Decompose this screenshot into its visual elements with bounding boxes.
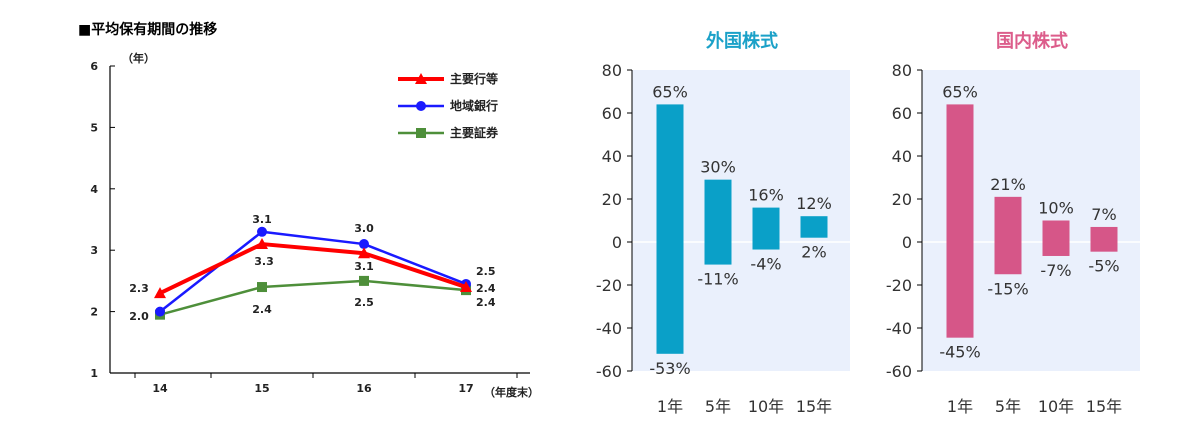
- low-value-label: -45%: [939, 343, 980, 362]
- y-tick-label: 0: [612, 233, 622, 252]
- legend-marker-主要行等: [415, 73, 427, 84]
- y-tick-label: 60: [892, 104, 912, 123]
- high-value-label: 12%: [796, 194, 832, 213]
- legend-label-主要行等: 主要行等: [450, 71, 498, 86]
- range-bar: [1090, 226, 1118, 252]
- category-label: 10年: [1038, 397, 1074, 416]
- low-value-label: -4%: [750, 255, 781, 274]
- data-label-地域銀行: 2.0: [129, 310, 149, 323]
- data-label-主要証券: 2.4: [476, 296, 496, 309]
- y-tick-label: 20: [602, 190, 622, 209]
- x-tick-label: 14: [152, 382, 168, 395]
- y-tick-label: -20: [886, 276, 912, 295]
- y-tick-label: 60: [602, 104, 622, 123]
- y-tick-label: 80: [602, 61, 622, 80]
- x-tick-label: 16: [356, 382, 372, 395]
- y-tick-label: 4: [90, 183, 98, 196]
- low-value-label: -11%: [697, 270, 738, 289]
- domestic-stocks-bar-chart: 国内株式 -60 -40 -20 0 20 40 60 80 65% -45% 1年 21% -15% 5…: [886, 30, 1140, 416]
- high-value-label: 16%: [748, 186, 784, 205]
- y-tick-label: -20: [596, 276, 622, 295]
- data-label-主要証券: 2.4: [252, 303, 272, 316]
- low-value-label: -15%: [987, 279, 1028, 298]
- foreign-stocks-bar-chart: 外国株式 -60 -40 -20 0 20 40 60 80 65% -53% 1年 30% -11% 5…: [596, 30, 850, 416]
- y-tick-label: 6: [90, 60, 98, 73]
- data-label-地域銀行: 3.1: [252, 213, 272, 226]
- high-value-label: 10%: [1038, 199, 1074, 218]
- line-chart-title: ■平均保有期間の推移: [78, 21, 217, 38]
- category-label: 10年: [748, 397, 784, 416]
- category-label: 5年: [995, 397, 1021, 416]
- y-tick-label: -40: [596, 319, 622, 338]
- category-label: 1年: [657, 397, 683, 416]
- range-bar: [946, 104, 974, 338]
- data-label-主要証券: 2.5: [354, 296, 374, 309]
- y-tick-label: 3: [90, 244, 98, 257]
- domestic-stocks-title: 国内株式: [996, 30, 1068, 52]
- low-value-label: -5%: [1088, 257, 1119, 276]
- y-tick-label: 2: [90, 306, 98, 319]
- y-tick-label: -60: [596, 362, 622, 381]
- series-line-主要行等: [159, 242, 467, 295]
- low-value-label: 2%: [801, 243, 826, 262]
- category-label: 5年: [705, 397, 731, 416]
- range-bar: [994, 196, 1022, 275]
- data-point-主要行等: [460, 281, 472, 293]
- low-value-label: -53%: [649, 359, 690, 378]
- data-label-主要行等: 2.4: [476, 282, 496, 295]
- data-point-地域銀行: [359, 239, 369, 250]
- legend-marker-主要証券: [416, 128, 426, 138]
- y-tick-label: -60: [886, 362, 912, 381]
- high-value-label: 7%: [1091, 205, 1116, 224]
- y-tick-label: -40: [886, 319, 912, 338]
- range-bar: [704, 179, 732, 265]
- y-tick-label: 0: [902, 233, 912, 252]
- data-label-地域銀行: 3.0: [354, 222, 374, 235]
- legend-label-主要証券: 主要証券: [450, 125, 499, 140]
- high-value-label: 30%: [700, 158, 736, 177]
- high-value-label: 21%: [990, 175, 1026, 194]
- data-point-主要証券: [359, 275, 369, 286]
- series-line-地域銀行: [159, 230, 467, 313]
- data-point-主要行等: [358, 247, 370, 259]
- range-bar: [752, 207, 780, 250]
- category-label: 1年: [947, 397, 973, 416]
- x-axis-unit-label: （年度末）: [484, 385, 539, 399]
- high-value-label: 65%: [652, 82, 688, 101]
- y-tick-label: 1: [90, 367, 98, 380]
- data-label-主要行等: 3.3: [254, 255, 274, 268]
- y-tick-label: 5: [90, 121, 98, 134]
- range-bar: [800, 216, 828, 238]
- data-point-主要行等: [154, 287, 166, 299]
- high-value-label: 65%: [942, 82, 978, 101]
- data-point-主要証券: [257, 282, 267, 293]
- data-point-地域銀行: [257, 226, 267, 237]
- series-line-主要証券: [159, 279, 467, 316]
- range-bar: [1042, 220, 1070, 256]
- y-tick-label: 80: [892, 61, 912, 80]
- y-tick-label: 40: [892, 147, 912, 166]
- y-tick-label: 40: [602, 147, 622, 166]
- data-label-主要行等: 3.1: [354, 260, 374, 273]
- low-value-label: -7%: [1040, 261, 1071, 280]
- legend-label-地域銀行: 地域銀行: [450, 98, 498, 113]
- data-label-地域銀行: 2.5: [476, 265, 496, 278]
- data-point-主要行等: [256, 238, 268, 250]
- legend-marker-地域銀行: [416, 101, 426, 111]
- data-label-主要行等: 2.3: [129, 282, 149, 295]
- y-tick-label: 20: [892, 190, 912, 209]
- range-bar: [656, 104, 684, 354]
- foreign-stocks-title: 外国株式: [706, 30, 778, 52]
- x-tick-label: 15: [254, 382, 269, 395]
- holding-period-line-chart: ■平均保有期間の推移 （年） （年度末） 1 2 3 4 5 6 14 15 16 17 2.3 3…: [78, 21, 539, 399]
- x-tick-label: 17: [458, 382, 473, 395]
- y-axis-unit-label: （年）: [122, 51, 155, 65]
- category-label: 15年: [1086, 397, 1122, 416]
- category-label: 15年: [796, 397, 832, 416]
- data-point-地域銀行: [155, 306, 165, 317]
